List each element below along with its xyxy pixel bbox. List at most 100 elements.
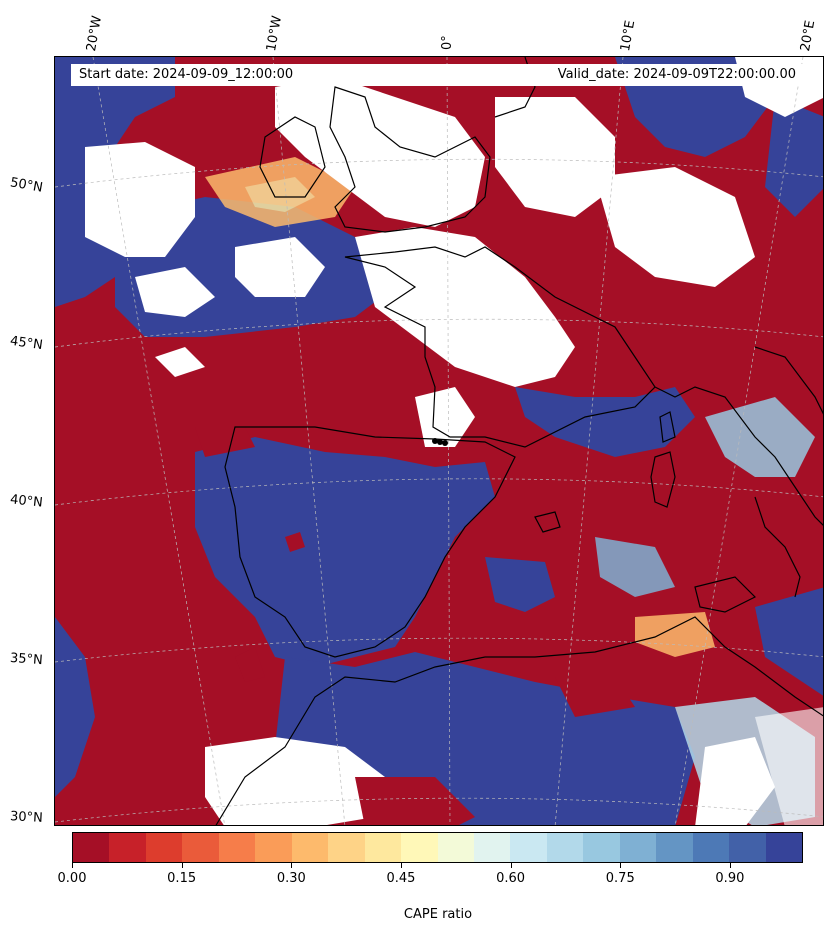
coastline-sardinia: [650, 451, 676, 508]
field-nodata-gulf-lion: [415, 387, 475, 447]
marker-point-2: [442, 440, 448, 446]
colorbar-tick-label-4: 0.60: [496, 871, 526, 886]
colorbar-tick-1: [181, 863, 183, 868]
coastline-great-britain: [329, 86, 491, 233]
cape-ratio-map: [55, 57, 823, 825]
lat-label-40n: 40°N: [9, 492, 44, 511]
colorbar-segment-17: [692, 833, 730, 862]
colorbar-segment-16: [656, 833, 693, 862]
field-nodata-germany: [495, 97, 615, 217]
colorbar-tick-label-6: 0.90: [715, 871, 745, 886]
gridline-lon-20w: [92, 57, 226, 825]
colorbar-segment-7: [328, 833, 365, 862]
coastline-north-africa: [215, 616, 823, 825]
lon-label-20w: 20°W: [84, 14, 106, 53]
colorbar-tick-6: [729, 863, 731, 868]
colorbar-title: CAPE ratio: [403, 907, 473, 922]
colorbar-segment-0: [73, 833, 110, 862]
colorbar-segment-9: [401, 833, 438, 862]
colorbar-segment-1: [109, 833, 146, 862]
field-blue-atlantic-south-west: [55, 617, 95, 797]
field-red-spot-4: [555, 677, 635, 717]
colorbar-tick-label-0: 0.00: [57, 871, 87, 886]
coastline-balearic: [534, 511, 561, 533]
colorbar-tick-label-1: 0.15: [167, 871, 197, 886]
lon-label-0: 0°: [440, 35, 455, 50]
gridline-lon-10w: [272, 57, 346, 825]
colorbar-segment-6: [291, 833, 329, 862]
colorbar-segment-10: [437, 833, 474, 862]
gridline-lon-20e: [674, 57, 804, 825]
colorbar-segment-8: [364, 833, 402, 862]
colorbar-segment-2: [145, 833, 183, 862]
field-blue-ne-corner: [765, 97, 823, 217]
colorbar-tick-label-2: 0.30: [276, 871, 306, 886]
field-blue-balearic: [485, 557, 555, 612]
coastline-ireland: [259, 116, 326, 198]
field-red-spot-5: [195, 427, 255, 457]
colorbar-tick-4: [510, 863, 512, 868]
field-nodata-west-1: [155, 347, 205, 377]
gridline-lon-10e: [554, 57, 624, 825]
field-blue-southeast: [755, 587, 823, 696]
colorbar-tick-5: [620, 863, 622, 868]
coastline-italy: [654, 386, 823, 598]
gridline-lat-45: [55, 318, 823, 348]
field-red-spot-3: [355, 777, 475, 825]
colorbar-tick-label-5: 0.75: [605, 871, 635, 886]
gridline-lat-35: [55, 637, 823, 663]
colorbar-segment-3: [182, 833, 219, 862]
coastline-corsica: [659, 411, 676, 443]
field-red-spot-1: [285, 532, 305, 552]
colorbar-segment-14: [583, 833, 620, 862]
field-transition-celtic-light: [245, 177, 315, 212]
marker-point-1: [437, 439, 443, 445]
coastline-iberia: [224, 426, 516, 658]
field-red-spot-2: [235, 647, 265, 682]
colorbar-tick-3: [400, 863, 402, 868]
field-nodata-uk: [275, 77, 485, 227]
gridline-lat-30: [55, 797, 823, 823]
field-nodata-atlantic-3: [135, 267, 215, 317]
gridline-lat-50: [55, 158, 823, 188]
colorbar-segment-18: [729, 833, 766, 862]
map-panel[interactable]: [54, 56, 824, 826]
coastline-france: [344, 246, 656, 448]
field-blue-iberia: [195, 437, 495, 667]
lon-label-10e: 10°E: [618, 19, 639, 53]
colorbar-segment-12: [510, 833, 547, 862]
header-bar: [71, 64, 803, 86]
marker-point-3: [432, 438, 438, 444]
field-nodata-central: [595, 167, 755, 287]
colorbar-tick-label-3: 0.45: [386, 871, 416, 886]
gridline-lat-40: [55, 478, 823, 506]
colorbar: [72, 832, 803, 863]
gridline-lon-0: [446, 57, 451, 825]
field-nodata-east-se: [755, 707, 823, 825]
colorbar-segment-13: [546, 833, 584, 862]
colorbar-tick-0: [72, 863, 73, 868]
colorbar-tick-2: [291, 863, 293, 868]
field-transition-med-mid: [595, 537, 675, 597]
field-transition-sicily: [635, 612, 715, 657]
coastline-adriatic: [754, 346, 823, 415]
field-nodata-atlantic-2: [235, 237, 325, 297]
lat-label-35n: 35°N: [9, 650, 44, 669]
field-blue-western-med: [515, 387, 695, 457]
field-nodata-sahara-east: [695, 737, 775, 825]
colorbar-segment-15: [619, 833, 657, 862]
field-nodata-morocco: [205, 737, 385, 825]
colorbar-segment-11: [473, 833, 511, 862]
lat-label-45n: 45°N: [9, 333, 44, 354]
field-transition-italy: [705, 397, 815, 477]
lon-label-20e: 20°E: [798, 19, 819, 53]
lat-label-50n: 50°N: [8, 175, 44, 196]
field-nodata-france: [355, 227, 575, 387]
colorbar-segment-4: [218, 833, 256, 862]
colorbar-segment-5: [255, 833, 292, 862]
coastline-sicily: [694, 576, 757, 613]
valid-date-label: Valid_date: 2024-09-09T22:00:00.00: [557, 67, 796, 82]
lat-label-30n: 30°N: [9, 809, 44, 826]
colorbar-segment-19: [765, 833, 803, 862]
lon-label-10w: 10°W: [264, 14, 286, 53]
